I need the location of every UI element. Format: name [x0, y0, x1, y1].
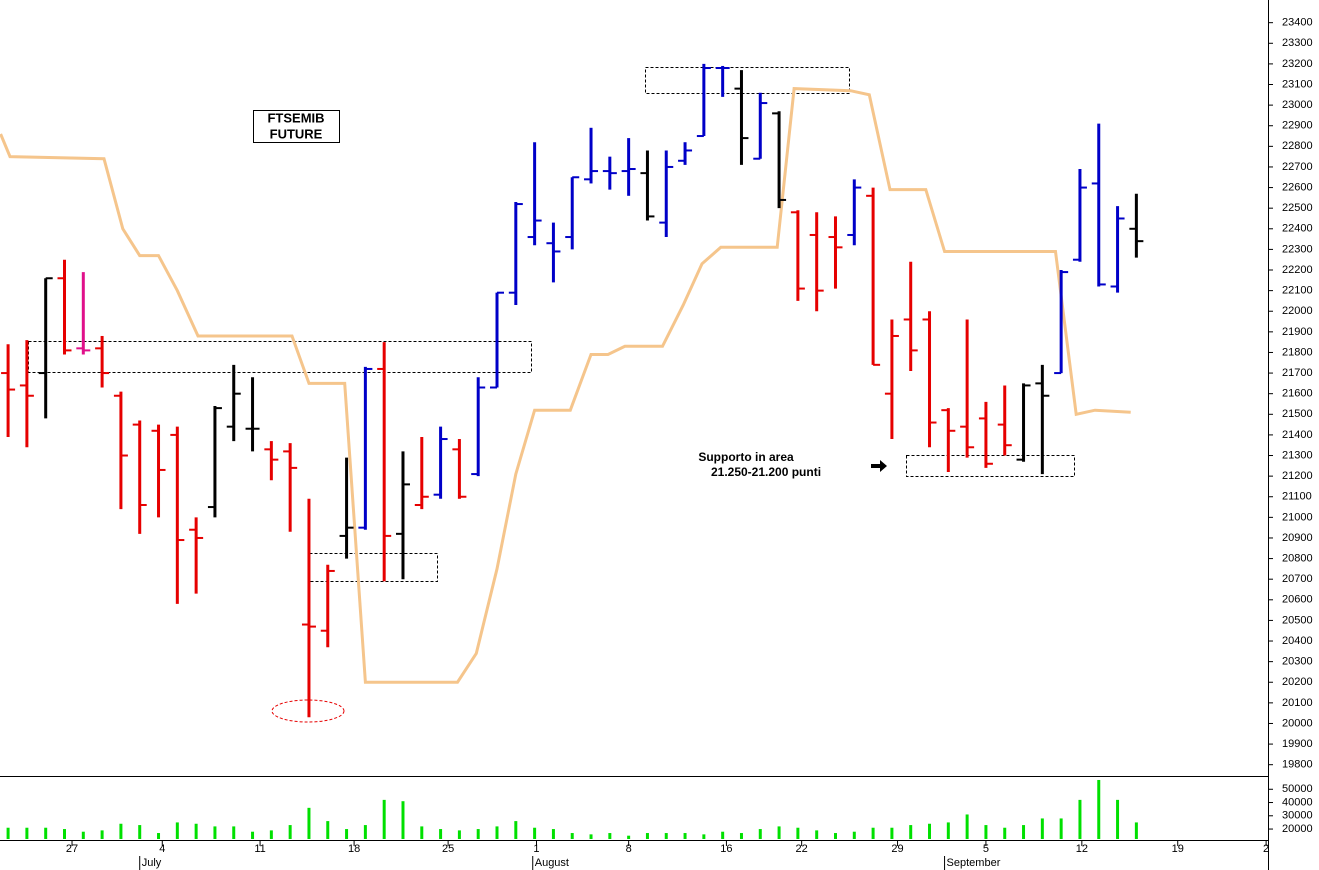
y-tick-label: 22000	[1282, 305, 1313, 317]
x-tick-label: 29	[891, 843, 903, 855]
x-tick-label: 19	[1172, 843, 1184, 855]
y-tick-label: 23300	[1282, 37, 1313, 49]
y-tick-label: 21800	[1282, 346, 1313, 358]
y-tick-label: 20300	[1282, 656, 1313, 668]
x-tick-label: 18	[348, 843, 360, 855]
y-tick-label: 22700	[1282, 161, 1313, 173]
title-box	[253, 110, 340, 143]
y-tick-label: 21700	[1282, 367, 1313, 379]
y-tick-label: 21500	[1282, 408, 1313, 420]
y-tick-label: 23100	[1282, 78, 1313, 90]
y-tick-label: 23400	[1282, 17, 1313, 29]
y-tick-label: 21100	[1282, 491, 1312, 503]
volume-tick-label: 40000	[1282, 796, 1313, 808]
y-tick-label: 22900	[1282, 120, 1313, 132]
x-tick-label: 27	[66, 843, 78, 855]
y-tick-label: 22400	[1282, 223, 1313, 235]
month-label: July	[142, 857, 162, 869]
y-tick-label: 20100	[1282, 697, 1313, 709]
resistance-box	[28, 341, 532, 373]
y-tick-label: 20600	[1282, 594, 1313, 606]
x-tick-label: 5	[983, 843, 989, 855]
y-tick-label: 22100	[1282, 285, 1313, 297]
indicator-line	[0, 87, 1131, 684]
title: FUTURE	[270, 126, 323, 141]
x-tick-label: 8	[626, 843, 632, 855]
y-tick-label: 20500	[1282, 614, 1313, 626]
volume-tick-label: 50000	[1282, 783, 1313, 795]
y-tick-label: 21400	[1282, 429, 1313, 441]
support-box	[906, 455, 1075, 477]
x-tick-label: 12	[1076, 843, 1088, 855]
x-tick-label: 2	[1263, 843, 1269, 855]
y-tick-label: 22300	[1282, 243, 1313, 255]
y-tick-label: 22200	[1282, 264, 1313, 276]
y-tick-label: 20400	[1282, 635, 1313, 647]
annotation: Supporto in area	[698, 450, 794, 464]
volume-tick-label: 30000	[1282, 810, 1313, 822]
y-tick-label: 20900	[1282, 532, 1313, 544]
x-tick-label: 25	[442, 843, 454, 855]
y-tick-label: 21600	[1282, 388, 1313, 400]
y-tick-label: 20000	[1282, 717, 1313, 729]
y-tick-label: 22800	[1282, 140, 1313, 152]
annotation: 21.250-21.200 punti	[711, 465, 821, 479]
y-tick-label: 19800	[1282, 759, 1313, 771]
x-tick-label: 11	[254, 843, 265, 855]
month-label: September	[947, 857, 1001, 869]
y-tick-label: 20700	[1282, 573, 1313, 585]
y-tick-label: 21900	[1282, 326, 1313, 338]
low-marker	[271, 699, 345, 723]
arrow	[871, 460, 887, 472]
y-tick-label: 21200	[1282, 470, 1313, 482]
x-tick-label: 1	[533, 843, 539, 855]
y-tick-label: 19900	[1282, 738, 1313, 750]
y-tick-label: 23200	[1282, 58, 1313, 70]
y-tick-label: 21300	[1282, 449, 1313, 461]
y-tick-label: 20200	[1282, 676, 1313, 688]
month-label: August	[535, 857, 569, 869]
title: FTSEMIB	[267, 110, 324, 125]
y-tick-label: 21000	[1282, 511, 1313, 523]
y-tick-label: 22600	[1282, 181, 1313, 193]
x-tick-label: 4	[159, 843, 165, 855]
top-box	[645, 67, 850, 94]
volume-tick-label: 20000	[1282, 823, 1313, 835]
x-tick-label: 16	[720, 843, 732, 855]
y-tick-label: 22500	[1282, 202, 1313, 214]
x-tick-label: 22	[796, 843, 808, 855]
y-tick-label: 20800	[1282, 552, 1313, 564]
y-tick-label: 23000	[1282, 99, 1313, 111]
